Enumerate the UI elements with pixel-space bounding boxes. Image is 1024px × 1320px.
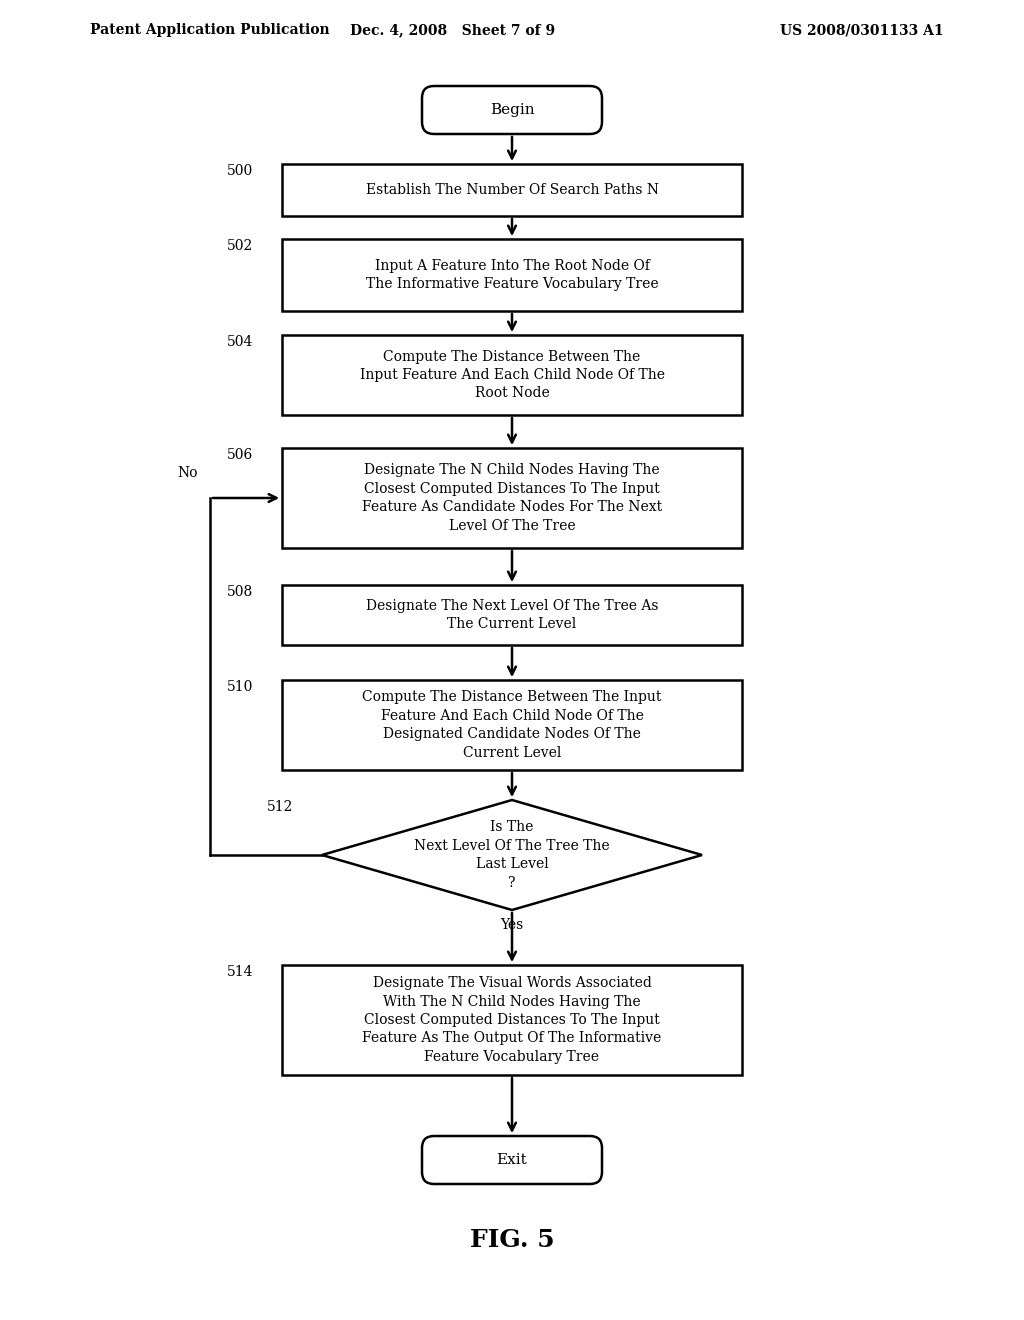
Bar	[282, 239, 742, 312]
Text: Compute The Distance Between The
Input Feature And Each Child Node Of The
Root N: Compute The Distance Between The Input F…	[359, 350, 665, 400]
Text: Designate The Visual Words Associated
With The N Child Nodes Having The
Closest : Designate The Visual Words Associated Wi…	[362, 977, 662, 1064]
Text: US 2008/0301133 A1: US 2008/0301133 A1	[780, 22, 944, 37]
Text: FIG. 5: FIG. 5	[470, 1228, 554, 1251]
Text: Yes: Yes	[501, 917, 523, 932]
Text: 512: 512	[267, 800, 293, 814]
Text: 510: 510	[227, 680, 253, 694]
FancyBboxPatch shape	[422, 86, 602, 135]
Text: Input A Feature Into The Root Node Of
The Informative Feature Vocabulary Tree: Input A Feature Into The Root Node Of Th…	[366, 259, 658, 292]
Bar	[282, 585, 742, 645]
Bar	[282, 335, 742, 414]
Text: 508: 508	[227, 585, 253, 599]
Text: Begin: Begin	[489, 103, 535, 117]
FancyBboxPatch shape	[422, 1137, 602, 1184]
Text: 504: 504	[227, 335, 253, 348]
Text: Is The
Next Level Of The Tree The
Last Level
?: Is The Next Level Of The Tree The Last L…	[414, 821, 610, 890]
Bar	[282, 965, 742, 1074]
Text: 500: 500	[227, 164, 253, 178]
Text: No: No	[177, 466, 198, 480]
Text: Designate The N Child Nodes Having The
Closest Computed Distances To The Input
F: Designate The N Child Nodes Having The C…	[361, 463, 663, 532]
Text: Designate The Next Level Of The Tree As
The Current Level: Designate The Next Level Of The Tree As …	[366, 599, 658, 631]
Text: Patent Application Publication: Patent Application Publication	[90, 22, 330, 37]
Text: Compute The Distance Between The Input
Feature And Each Child Node Of The
Design: Compute The Distance Between The Input F…	[362, 690, 662, 759]
Polygon shape	[322, 800, 702, 909]
Text: 514: 514	[227, 965, 254, 979]
Text: Exit: Exit	[497, 1152, 527, 1167]
Bar	[282, 680, 742, 770]
Text: Establish The Number Of Search Paths N: Establish The Number Of Search Paths N	[366, 183, 658, 197]
Bar	[282, 164, 742, 216]
Text: Dec. 4, 2008   Sheet 7 of 9: Dec. 4, 2008 Sheet 7 of 9	[350, 22, 555, 37]
Text: 506: 506	[227, 447, 253, 462]
Bar	[282, 447, 742, 548]
Text: 502: 502	[227, 239, 253, 253]
